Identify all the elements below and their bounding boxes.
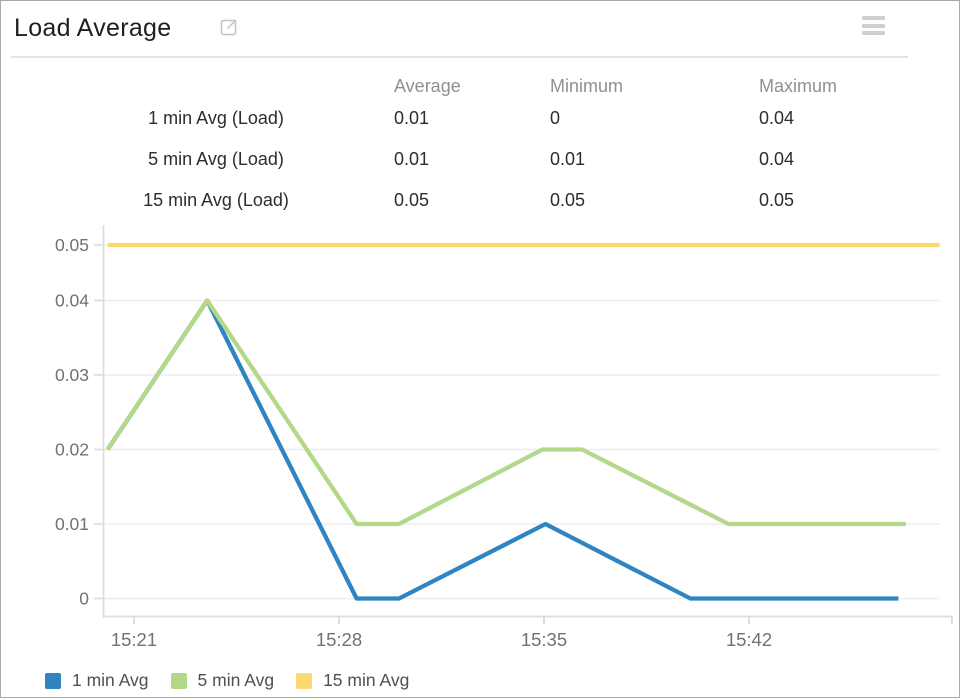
table-row-1min: 1 min Avg (Load) 0.01 0 0.04 — [1, 107, 959, 129]
line-chart-canvas: 0 0.01 0.02 0.03 0.04 0.05 15:21 15:28 15:35 15:4… — [55, 225, 953, 650]
svg-text:0.03: 0.03 — [55, 365, 89, 385]
legend-label: 5 min Avg — [197, 670, 275, 690]
column-header-maximum: Maximum — [759, 76, 838, 96]
chart-legend: 1 min Avg 5 min Avg 15 min Avg — [45, 670, 431, 691]
cell-average: 0.05 — [394, 190, 430, 210]
legend-label: 15 min Avg — [323, 670, 410, 690]
svg-text:0.01: 0.01 — [55, 514, 89, 534]
stats-table-header-row: Average Minimum Maximum — [1, 75, 959, 97]
svg-text:0.05: 0.05 — [55, 235, 89, 255]
row-label: 1 min Avg (Load) — [148, 108, 284, 128]
row-label: 5 min Avg (Load) — [148, 149, 284, 169]
svg-text:0.02: 0.02 — [55, 440, 89, 460]
chart-title: Load Average — [14, 14, 172, 42]
table-row-5min: 5 min Avg (Load) 0.01 0.01 0.04 — [1, 148, 959, 170]
column-header-average: Average — [394, 76, 461, 96]
row-label: 15 min Avg (Load) — [143, 190, 289, 210]
svg-text:0: 0 — [79, 589, 89, 609]
cell-maximum: 0.04 — [759, 108, 795, 128]
legend-item-5min[interactable]: 5 min Avg — [170, 670, 275, 691]
cell-maximum: 0.04 — [759, 149, 795, 169]
legend-swatch-green — [170, 672, 187, 689]
svg-text:15:35: 15:35 — [521, 629, 567, 650]
legend-swatch-blue — [45, 672, 61, 689]
svg-text:15:42: 15:42 — [726, 629, 772, 650]
legend-item-15min[interactable]: 15 min Avg — [296, 670, 409, 691]
column-header-minimum: Minimum — [550, 76, 624, 96]
cell-average: 0.01 — [394, 149, 430, 169]
external-link-icon[interactable] — [218, 17, 239, 38]
svg-text:15:28: 15:28 — [316, 629, 362, 650]
cell-minimum: 0.01 — [550, 149, 586, 169]
legend-swatch-yellow — [296, 672, 313, 689]
cell-maximum: 0.05 — [759, 190, 795, 210]
table-row-15min: 15 min Avg (Load) 0.05 0.05 0.05 — [1, 189, 959, 211]
legend-label: 1 min Avg — [72, 670, 149, 690]
cell-minimum: 0.05 — [550, 190, 586, 210]
cell-minimum: 0 — [550, 108, 561, 128]
hamburger-menu-icon[interactable] — [862, 16, 885, 39]
legend-item-1min[interactable]: 1 min Avg — [45, 670, 149, 691]
svg-text:15:21: 15:21 — [111, 629, 157, 650]
header-divider — [11, 56, 908, 58]
svg-text:0.04: 0.04 — [55, 291, 89, 311]
cell-average: 0.01 — [394, 108, 430, 128]
